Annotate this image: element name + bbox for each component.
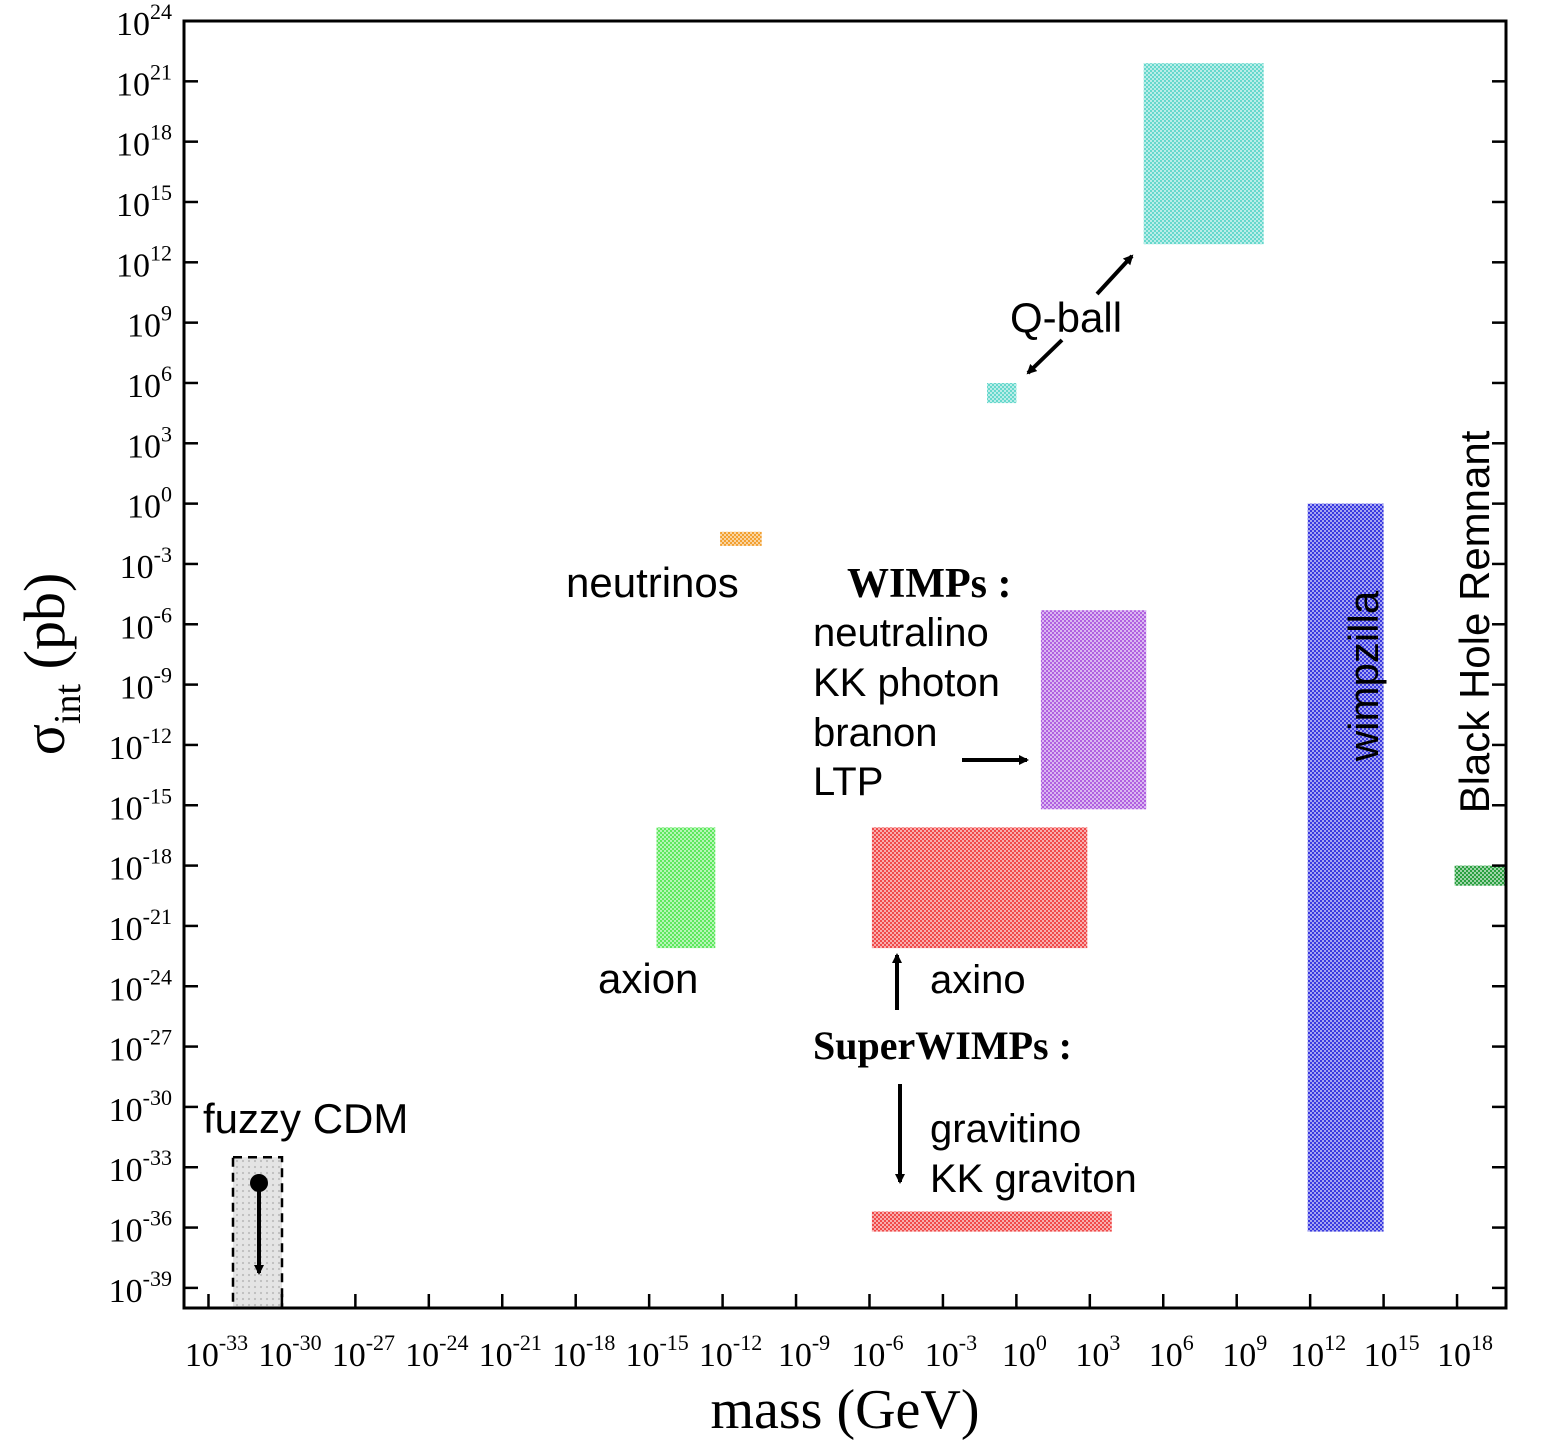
region-q-ball-small (987, 383, 1017, 404)
x-tick-label: 10-9 (778, 1330, 830, 1374)
label-wimps-heading: WIMPs : (847, 561, 1011, 607)
x-tick-label: 10-3 (925, 1330, 977, 1374)
label-axion: axion (598, 955, 698, 1002)
region-q-ball-large (1143, 63, 1264, 245)
x-tick-label: 10-21 (479, 1330, 542, 1374)
x-tick-label: 10-27 (332, 1330, 395, 1374)
x-tick-label: 10-24 (405, 1330, 468, 1374)
label-superwimps-heading: SuperWIMPs : (813, 1023, 1072, 1068)
y-tick-label: 10-15 (109, 783, 172, 827)
x-tick-label: 10-15 (625, 1330, 688, 1374)
region-axino (871, 827, 1088, 949)
y-tick-label: 1024 (116, 0, 172, 43)
y-tick-label: 10-21 (109, 904, 172, 948)
label-neutralino: neutralino (813, 611, 989, 655)
x-tick-label: 100 (1002, 1330, 1047, 1374)
x-tick-label: 1015 (1364, 1330, 1420, 1374)
x-tick-label: 10-30 (258, 1330, 321, 1374)
plot-frame (182, 19, 1508, 1310)
tick-layer (184, 19, 1506, 1308)
y-tick-label: 103 (127, 421, 172, 465)
y-tick-label: 10-6 (120, 602, 172, 646)
y-tick-label: 10-3 (120, 542, 172, 586)
label-gravitino: gravitino (930, 1107, 1081, 1151)
label-neutrinos: neutrinos (566, 559, 739, 606)
y-tick-label: 106 (127, 361, 172, 405)
x-tick-label: 10-18 (552, 1330, 615, 1374)
y-tick-label: 1012 (116, 240, 172, 284)
x-tick-label: 109 (1222, 1330, 1267, 1374)
y-tick-label: 10-9 (120, 663, 172, 707)
region-axion (656, 827, 716, 949)
y-tick-label: 10-18 (109, 844, 172, 888)
region-neutrinos (720, 531, 762, 546)
y-axis-unit: (pb) (12, 573, 77, 684)
label-black-hole-remnant: Black Hole Remnant (1451, 430, 1498, 813)
label-fuzzy-cdm: fuzzy CDM (203, 1095, 408, 1142)
y-tick-label: 1021 (116, 59, 172, 103)
region-wimps (1040, 610, 1147, 810)
y-tick-label: 109 (127, 301, 172, 345)
arrow-q-ball-down (1026, 338, 1064, 375)
y-tick-labels: 1024 1021 1018 1015 1012 109 106 103 100 10-3 10-6… (109, 0, 172, 1310)
y-axis-subscript: int (47, 683, 89, 724)
y-tick-label: 1015 (116, 180, 172, 224)
fuzzy-cdm-marker-dot (250, 1174, 268, 1192)
x-tick-label: 10-12 (699, 1330, 762, 1374)
y-tick-label: 10-30 (109, 1085, 172, 1129)
y-tick-label: 100 (127, 482, 172, 526)
x-tick-label: 106 (1149, 1330, 1194, 1374)
y-tick-label: 10-39 (109, 1266, 172, 1310)
y-tick-label: 1018 (116, 120, 172, 164)
y-axis-sigma: σ (12, 724, 77, 755)
y-tick-label: 10-12 (109, 723, 172, 767)
y-tick-label: 10-33 (109, 1145, 172, 1189)
y-tick-label: 10-24 (109, 964, 172, 1008)
label-axino: axino (930, 958, 1026, 1002)
x-tick-label: 10-6 (851, 1330, 903, 1374)
label-kk-graviton: KK graviton (930, 1157, 1137, 1201)
region-black-hole-remnant (1454, 865, 1506, 886)
region-wimpzilla (1307, 503, 1384, 1232)
x-tick-labels: 10-33 10-30 10-27 10-24 10-21 10-18 10-15 10-12… (185, 1330, 1493, 1374)
y-axis-label: σint (pb) (12, 573, 89, 756)
label-kk-photon: KK photon (813, 661, 1000, 705)
x-axis-label: mass (GeV) (710, 1379, 979, 1441)
x-tick-label: 103 (1075, 1330, 1120, 1374)
x-tick-label: 1018 (1437, 1330, 1493, 1374)
label-q-ball: Q-ball (1010, 294, 1122, 341)
label-branon: branon (813, 711, 938, 755)
x-tick-label: 10-33 (185, 1330, 248, 1374)
y-tick-label: 10-36 (109, 1206, 172, 1250)
y-tick-label: 10-27 (109, 1025, 172, 1069)
label-wimpzilla: wimpzilla (1340, 590, 1387, 762)
arrow-q-ball-up (1095, 254, 1134, 296)
region-gravitino (871, 1211, 1112, 1232)
x-tick-label: 1012 (1290, 1330, 1346, 1374)
label-ltp: LTP (813, 760, 883, 804)
